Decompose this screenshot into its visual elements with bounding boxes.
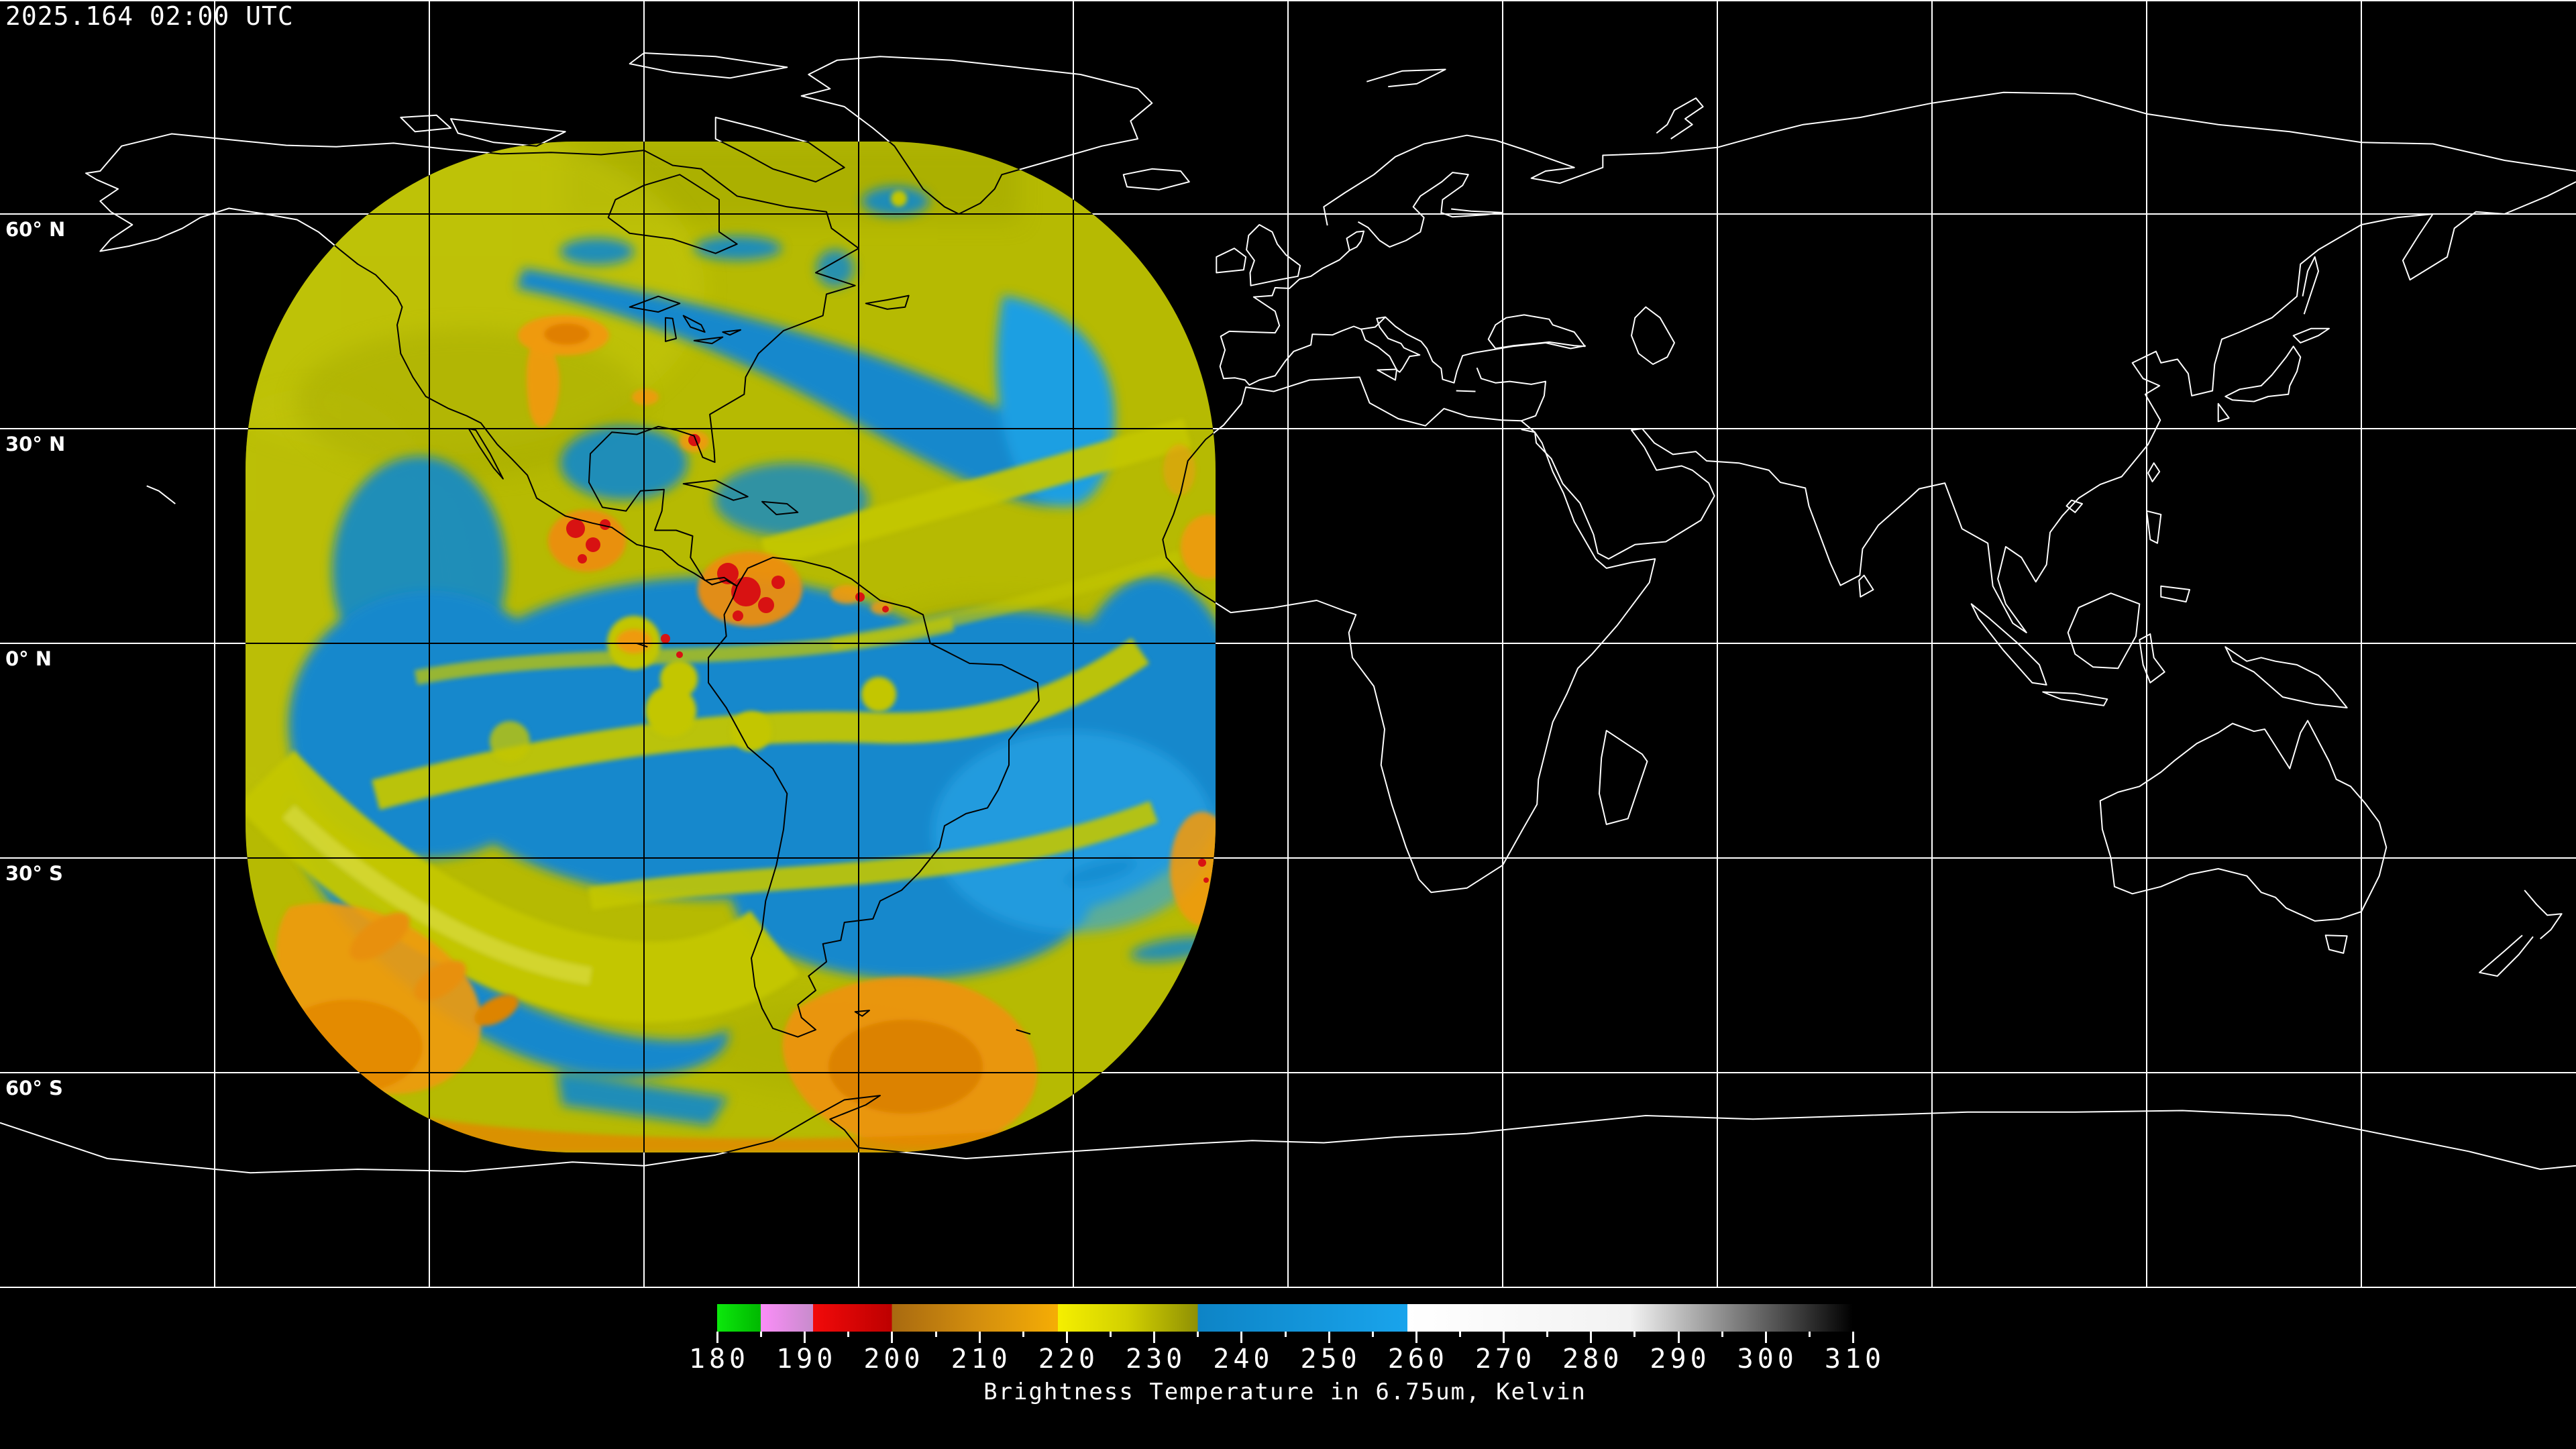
colorbar-minor-tick [1546, 1332, 1549, 1337]
colorbar-major-tick [804, 1332, 806, 1343]
colorbar-minor-tick [1458, 1332, 1461, 1337]
colorbar-major-tick [716, 1332, 718, 1343]
colorbar-tick-label: 280 [1562, 1344, 1623, 1375]
colorbar-minor-tick [934, 1332, 937, 1337]
colorbar-tick-label: 300 [1737, 1344, 1798, 1375]
colorbar-tick-label: 250 [1300, 1344, 1361, 1375]
colorbar-major-tick [1415, 1332, 1417, 1343]
colorbar-tick-label: 270 [1474, 1344, 1536, 1375]
colorbar-tick-label: 230 [1126, 1344, 1187, 1375]
colorbar-tick-label: 210 [951, 1344, 1012, 1375]
colorbar-major-tick [1328, 1332, 1330, 1343]
satellite-swath [246, 142, 1216, 1152]
colorbar-major-tick [1153, 1332, 1156, 1343]
latitude-label: 60° N [5, 218, 66, 241]
colorbar-minor-tick [1022, 1332, 1024, 1337]
colorbar-tick-label: 200 [863, 1344, 924, 1375]
colorbar-major-tick [1240, 1332, 1243, 1343]
colorbar-minor-tick [1284, 1332, 1287, 1337]
latitude-label: 0° N [5, 647, 52, 670]
latitude-label: 60° S [5, 1077, 63, 1099]
colorbar-minor-tick [1721, 1332, 1723, 1337]
colorbar-minor-tick [760, 1332, 763, 1337]
colorbar-minor-tick [1371, 1332, 1374, 1337]
colorbar [717, 1304, 1853, 1332]
colorbar-minor-tick [1633, 1332, 1636, 1337]
colorbar-tick-label: 310 [1824, 1344, 1886, 1375]
timestamp: 2025.164 02:00 UTC [5, 1, 294, 31]
colorbar-major-tick [1764, 1332, 1767, 1343]
colorbar-minor-tick [1808, 1332, 1811, 1337]
colorbar-major-tick [978, 1332, 981, 1343]
colorbar-minor-tick [847, 1332, 850, 1337]
colorbar-major-tick [1065, 1332, 1068, 1343]
colorbar-major-tick [1677, 1332, 1680, 1343]
colorbar-tick-label: 220 [1038, 1344, 1099, 1375]
graticule-inside-swath [246, 142, 1216, 1152]
colorbar-major-tick [1852, 1332, 1854, 1343]
colorbar-title: Brightness Temperature in 6.75um, Kelvin [983, 1379, 1587, 1405]
colorbar-minor-tick [1197, 1332, 1199, 1337]
colorbar-tick-label: 290 [1650, 1344, 1711, 1375]
colorbar-major-tick [891, 1332, 894, 1343]
colorbar-minor-tick [1110, 1332, 1112, 1337]
graticule-outside-swath [0, 0, 2576, 1288]
colorbar-major-tick [1503, 1332, 1505, 1343]
latitude-label: 30° S [5, 862, 63, 885]
colorbar-tick-label: 260 [1387, 1344, 1448, 1375]
colorbar-tick-label: 190 [776, 1344, 837, 1375]
colorbar-tick-label: 240 [1213, 1344, 1274, 1375]
latitude-label: 30° N [5, 433, 66, 455]
colorbar-tick-label: 180 [688, 1344, 750, 1375]
colorbar-major-tick [1590, 1332, 1593, 1343]
